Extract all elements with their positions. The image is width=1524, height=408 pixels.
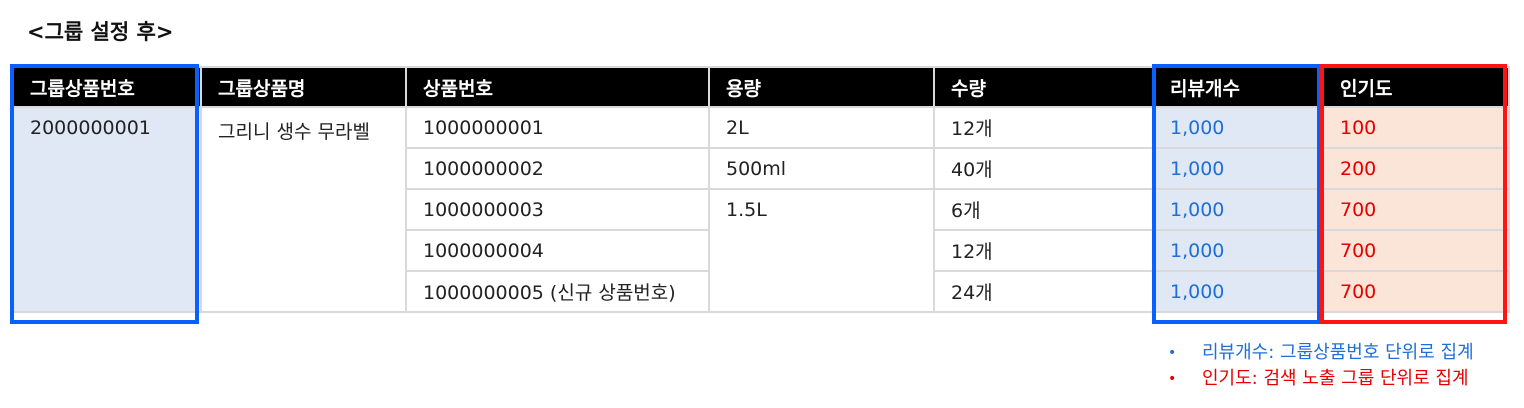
table-row: 1000000003 1.5L 6개 1,000 700 <box>13 188 1510 313</box>
table-row: 1000000002 500ml 40개 1,000 200 <box>13 147 1510 190</box>
product-number-cell: 1000000002 <box>405 147 710 190</box>
group-number-cell: 2000000001 <box>12 106 202 313</box>
review-count-cell: 1,000 <box>1152 229 1324 272</box>
note-popularity: • 인기도: 검색 노출 그룹 단위로 집계 <box>1168 366 1474 392</box>
volume-cell: 1.5L <box>708 188 935 313</box>
popularity-cell: 700 <box>1322 188 1510 231</box>
header-volume: 용량 <box>708 66 935 108</box>
page-title: <그룹 설정 후> <box>27 20 174 44</box>
group-name-cell: 그리니 생수 무라벨 <box>200 106 407 313</box>
review-count-cell: 1,000 <box>1152 270 1324 313</box>
quantity-cell: 6개 <box>933 188 1154 231</box>
product-number-cell: 1000000004 <box>405 229 710 272</box>
product-group-table: 그룹상품번호 그룹상품명 상품번호 용량 수량 리뷰개수 인기도 2000000… <box>12 66 1510 313</box>
note-review-count: • 리뷰개수: 그룹상품번호 단위로 집계 <box>1168 340 1474 366</box>
table-row: 1000000004 12개 1,000 700 <box>13 229 1510 272</box>
table-header-row: 그룹상품번호 그룹상품명 상품번호 용량 수량 리뷰개수 인기도 <box>12 66 1510 108</box>
bullet-icon: • <box>1168 371 1177 387</box>
volume-cell: 500ml <box>708 147 935 190</box>
header-group-number: 그룹상품번호 <box>12 66 202 108</box>
table-row: 1000000005 (신규 상품번호) 24개 1,000 700 <box>13 270 1510 313</box>
note-text: 인기도: 검색 노출 그룹 단위로 집계 <box>1202 368 1469 389</box>
header-product-number: 상품번호 <box>405 66 710 108</box>
header-review-count: 리뷰개수 <box>1152 66 1324 108</box>
quantity-cell: 12개 <box>933 229 1154 272</box>
quantity-cell: 40개 <box>933 147 1154 190</box>
review-count-cell: 1,000 <box>1152 106 1324 149</box>
product-number-cell: 1000000003 <box>405 188 710 231</box>
popularity-cell: 100 <box>1322 106 1510 149</box>
quantity-cell: 24개 <box>933 270 1154 313</box>
popularity-cell: 700 <box>1322 229 1510 272</box>
note-text: 리뷰개수: 그룹상품번호 단위로 집계 <box>1202 342 1474 363</box>
volume-cell: 2L <box>708 106 935 149</box>
popularity-cell: 200 <box>1322 147 1510 190</box>
quantity-cell: 12개 <box>933 106 1154 149</box>
notes-list: • 리뷰개수: 그룹상품번호 단위로 집계 • 인기도: 검색 노출 그룹 단위… <box>1168 340 1474 392</box>
header-group-name: 그룹상품명 <box>200 66 407 108</box>
bullet-icon: • <box>1168 345 1177 361</box>
product-number-cell: 1000000001 <box>405 106 710 149</box>
review-count-cell: 1,000 <box>1152 188 1324 231</box>
table-row: 2000000001 그리니 생수 무라벨 1000000001 2L 12개 … <box>12 106 1510 313</box>
header-quantity: 수량 <box>933 66 1154 108</box>
product-number-cell: 1000000005 (신규 상품번호) <box>405 270 710 313</box>
popularity-cell: 700 <box>1322 270 1510 313</box>
header-popularity: 인기도 <box>1322 66 1510 108</box>
review-count-cell: 1,000 <box>1152 147 1324 190</box>
